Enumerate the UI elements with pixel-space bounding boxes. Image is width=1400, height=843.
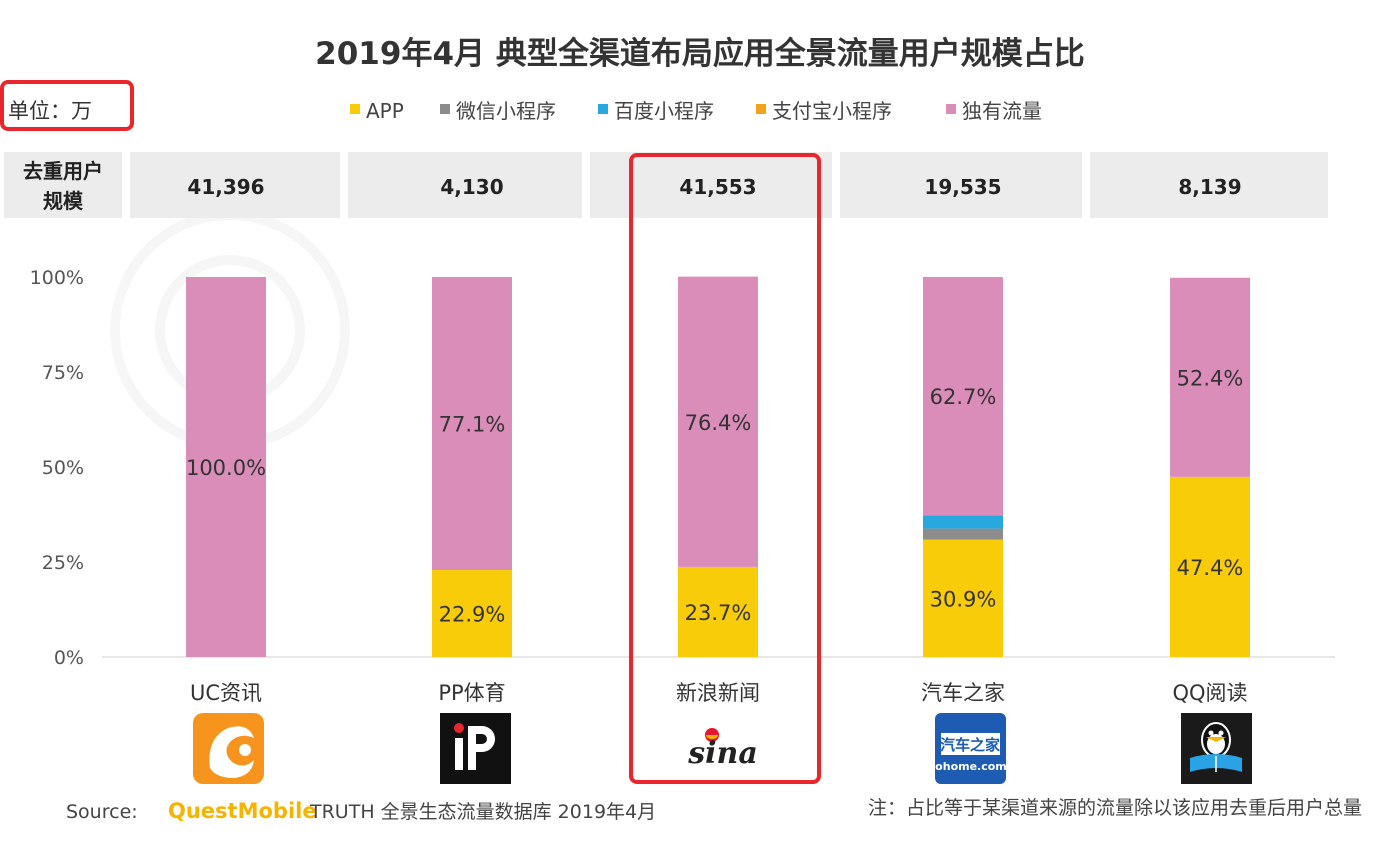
header-value: 41,396 [187, 175, 264, 199]
footer-note: 注：占比等于某渠道来源的流量除以该应用去重后用户总量 [868, 797, 1362, 819]
legend-label: 支付宝小程序 [772, 99, 892, 123]
unit-label: 单位：万 [8, 99, 92, 123]
unit-highlight-box [0, 80, 134, 131]
dedup-users-row: 去重用户 规模 41,396 4,130 41,553 19,535 8,139 [4, 152, 1328, 218]
legend-label: 微信小程序 [456, 99, 556, 123]
header-value-cell [348, 152, 582, 218]
legend-label: 百度小程序 [614, 99, 714, 123]
bar-segment [186, 277, 266, 657]
chart-title: 2019年4月 典型全渠道布局应用全景流量用户规模占比 [315, 36, 1085, 72]
sina-logo-text: sina [687, 736, 758, 771]
source-prefix: Source: [66, 801, 138, 823]
sina-eye-icon: sina [687, 728, 758, 771]
header-label-line1: 去重用户 [23, 159, 103, 183]
bar-segment [678, 276, 758, 567]
category-label: QQ阅读 [1172, 681, 1247, 705]
category-label: UC资讯 [190, 681, 262, 705]
legend-label: 独有流量 [962, 99, 1042, 123]
source-text: TRUTH 全景生态流量数据库 2019年4月 [309, 801, 656, 823]
header-label-cell [4, 152, 122, 218]
y-tick-label: 75% [42, 362, 84, 384]
legend-swatch [946, 104, 956, 114]
data-labels: 100.0% 22.9% 77.1% 23.7% 76.4% 30.9% 62.7% 47.4… [186, 366, 1243, 626]
data-label: 62.7% [930, 385, 997, 409]
highlight-box [629, 153, 821, 784]
bar-segment [432, 569, 512, 657]
header-value: 8,139 [1178, 175, 1241, 199]
qq-penguin-icon [1181, 713, 1252, 784]
legend-swatch [598, 104, 608, 114]
bar-segment [1170, 476, 1250, 657]
uc-squirrel-icon [193, 713, 264, 784]
bar-segment [923, 528, 1003, 540]
legend-swatch [440, 104, 450, 114]
category-label: 新浪新闻 [676, 681, 760, 705]
bars [186, 276, 1250, 657]
legend: APP 微信小程序 百度小程序 支付宝小程序 独有流量 [350, 99, 1042, 123]
category-label: PP体育 [438, 681, 505, 705]
y-tick-label: 50% [42, 457, 84, 479]
y-tick-label: 25% [42, 552, 84, 574]
data-label: 22.9% [439, 602, 506, 626]
data-label: 77.1% [439, 412, 506, 436]
autohome-logo-sub: autohome.com.cn [915, 760, 1026, 773]
bar-segment [1170, 277, 1250, 477]
autohome-logo-text: 汽车之家 [940, 736, 1000, 754]
legend-label: APP [366, 99, 404, 123]
header-value-cell [1090, 152, 1328, 218]
y-tick-label: 0% [54, 647, 84, 669]
source-brand: QuestMobile [168, 799, 317, 823]
data-label: 76.4% [685, 411, 752, 435]
bar-segment [923, 539, 1003, 657]
header-label-line2: 规模 [43, 189, 84, 213]
y-axis: 0% 25% 50% 75% 100% [30, 267, 1335, 669]
legend-swatch [350, 104, 360, 114]
header-value-cell [130, 152, 340, 218]
category-labels: UC资讯 PP体育 新浪新闻 汽车之家 QQ阅读 [190, 681, 1248, 705]
footer: Source: QuestMobile TRUTH 全景生态流量数据库 2019… [66, 797, 1362, 823]
header-value: 4,130 [440, 175, 503, 199]
bar-segment [923, 515, 1003, 529]
data-label: 30.9% [930, 587, 997, 611]
legend-swatch [756, 104, 766, 114]
data-label: 23.7% [685, 601, 752, 625]
autohome-logo-icon: 汽车之家 autohome.com.cn [915, 713, 1026, 784]
header-value-cell [840, 152, 1082, 218]
data-label: 47.4% [1177, 556, 1244, 580]
bar-segment [678, 566, 758, 657]
category-label: 汽车之家 [921, 681, 1005, 705]
data-label: 100.0% [186, 456, 266, 480]
header-value: 19,535 [924, 175, 1001, 199]
pp-logo-icon [440, 713, 511, 784]
bar-segment [923, 277, 1003, 516]
data-label: 52.4% [1177, 366, 1244, 390]
header-value: 41,553 [679, 175, 756, 199]
y-tick-label: 100% [30, 267, 84, 289]
bar-segment [432, 277, 512, 570]
